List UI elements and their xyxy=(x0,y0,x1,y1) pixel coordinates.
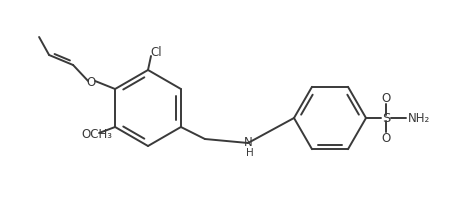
Text: S: S xyxy=(382,112,390,125)
Text: Cl: Cl xyxy=(150,46,162,59)
Text: NH₂: NH₂ xyxy=(408,112,430,125)
Text: O: O xyxy=(382,131,391,144)
Text: O: O xyxy=(382,92,391,105)
Text: H: H xyxy=(246,148,254,158)
Text: OCH₃: OCH₃ xyxy=(81,129,112,142)
Text: O: O xyxy=(86,76,96,88)
Text: N: N xyxy=(244,135,252,148)
